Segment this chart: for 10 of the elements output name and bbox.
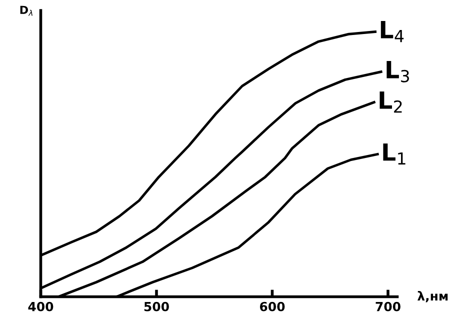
x-tick-label: 400 [28,302,54,312]
series-label: L$_{2}$ [380,92,402,113]
x-tick-label: 600 [260,302,285,312]
x-tick-label: 700 [376,302,400,312]
series-label: L$_{1}$ [383,143,406,165]
series-label: L$_{3}$ [386,61,409,82]
x-axis-title: λ,нм [418,291,448,302]
x-tick-label: 500 [144,302,169,312]
series-label: L$_{4}$ [380,21,404,42]
y-axis-title: D$_{λ}$ [20,6,32,16]
